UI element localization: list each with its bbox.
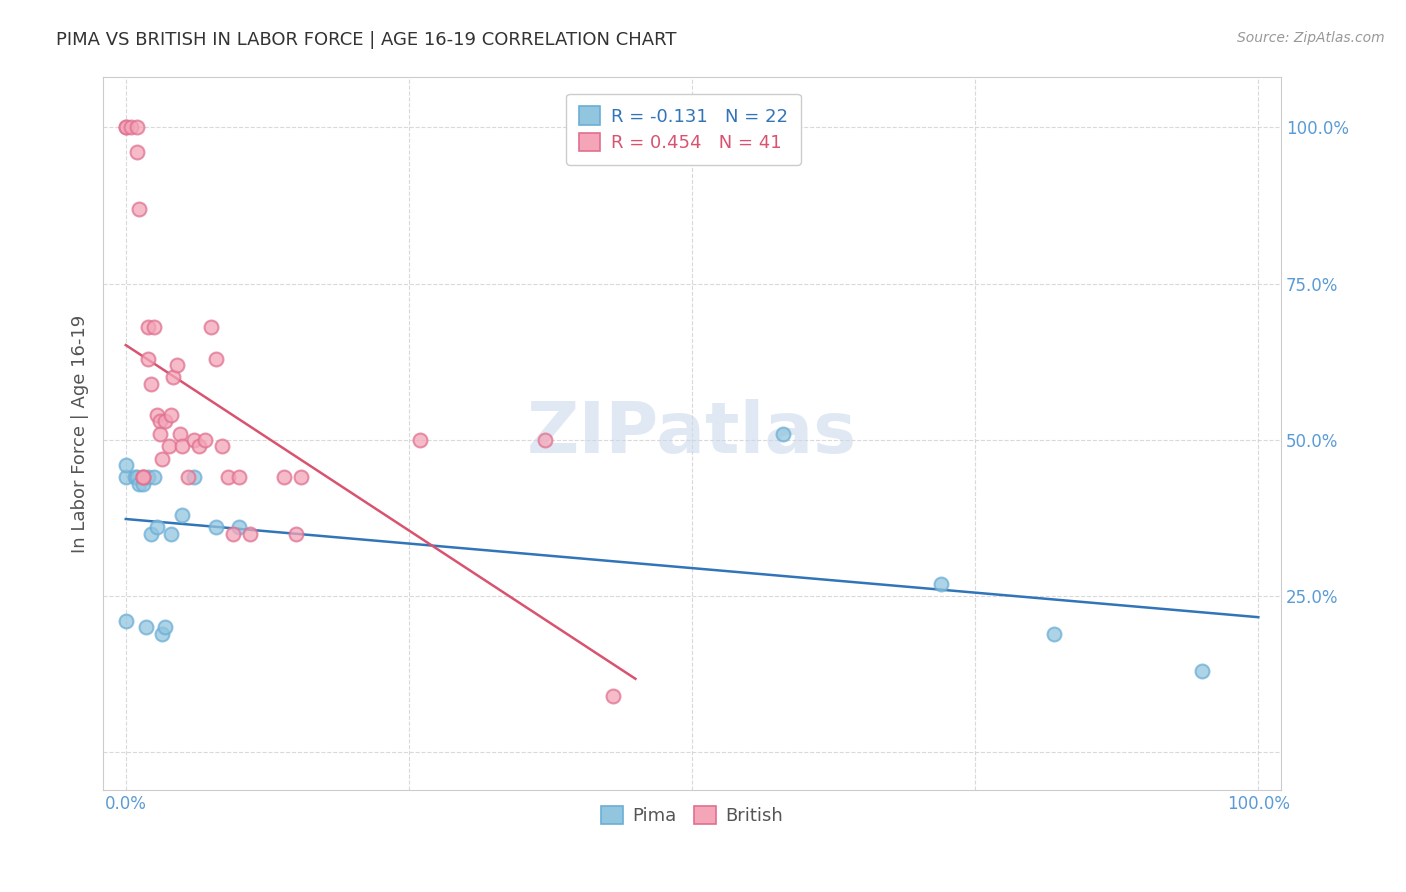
Point [162, 370, 184, 384]
Point [143, 320, 166, 334]
Point [138, 320, 160, 334]
Point [188, 439, 211, 453]
Point [114, 458, 136, 472]
Point [929, 576, 952, 591]
Point [128, 202, 150, 216]
Point [143, 470, 166, 484]
Point [211, 439, 233, 453]
Point [138, 470, 160, 484]
Point [138, 351, 160, 366]
Point [128, 476, 150, 491]
Point [228, 520, 250, 534]
Text: ZIPatlas: ZIPatlas [527, 400, 858, 468]
Point [155, 620, 177, 634]
Point [124, 470, 146, 484]
Point [127, 145, 149, 160]
Point [114, 470, 136, 484]
Point [1191, 664, 1213, 678]
Point [150, 451, 173, 466]
Point [200, 320, 222, 334]
Point [155, 414, 177, 428]
Point [139, 526, 162, 541]
Point [114, 120, 136, 135]
Point [533, 433, 555, 447]
Text: PIMA VS BRITISH IN LABOR FORCE | AGE 16-19 CORRELATION CHART: PIMA VS BRITISH IN LABOR FORCE | AGE 16-… [56, 31, 676, 49]
Point [149, 414, 172, 428]
Point [172, 439, 194, 453]
Point [157, 439, 180, 453]
Point [222, 526, 245, 541]
Point [132, 470, 155, 484]
Point [132, 470, 155, 484]
Point [166, 358, 188, 372]
Point [228, 470, 250, 484]
Point [602, 689, 624, 703]
Point [120, 120, 142, 135]
Point [160, 408, 183, 422]
Point [205, 520, 228, 534]
Point [409, 433, 432, 447]
Legend: Pima, British: Pima, British [592, 797, 792, 834]
Point [183, 470, 205, 484]
Point [114, 614, 136, 628]
Point [127, 470, 149, 484]
Y-axis label: In Labor Force | Age 16-19: In Labor Force | Age 16-19 [72, 315, 89, 553]
Point [127, 120, 149, 135]
Point [150, 626, 173, 640]
Point [172, 508, 194, 522]
Point [177, 470, 200, 484]
Point [205, 351, 228, 366]
Point [169, 426, 191, 441]
Point [146, 520, 169, 534]
Point [217, 470, 239, 484]
Point [239, 526, 262, 541]
Point [149, 426, 172, 441]
Point [114, 120, 136, 135]
Point [183, 433, 205, 447]
Point [194, 433, 217, 447]
Point [139, 376, 162, 391]
Point [772, 426, 794, 441]
Point [284, 526, 307, 541]
Point [1043, 626, 1066, 640]
Point [290, 470, 312, 484]
Point [146, 408, 169, 422]
Point [132, 476, 155, 491]
Point [135, 620, 157, 634]
Point [273, 470, 295, 484]
Text: Source: ZipAtlas.com: Source: ZipAtlas.com [1237, 31, 1385, 45]
Point [132, 470, 155, 484]
Point [160, 526, 183, 541]
